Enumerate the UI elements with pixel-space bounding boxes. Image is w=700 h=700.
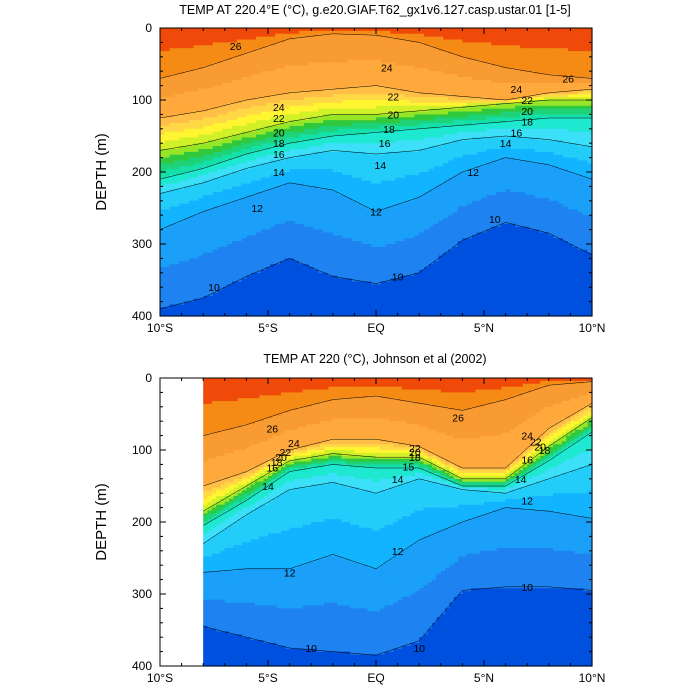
panel-1-plot-area: 2624242622201816141210242220181614121022…	[93, 21, 605, 335]
panel-1-title: TEMP AT 220.4°E (°C), g.e20.GIAF.T62_gx1…	[179, 3, 570, 17]
